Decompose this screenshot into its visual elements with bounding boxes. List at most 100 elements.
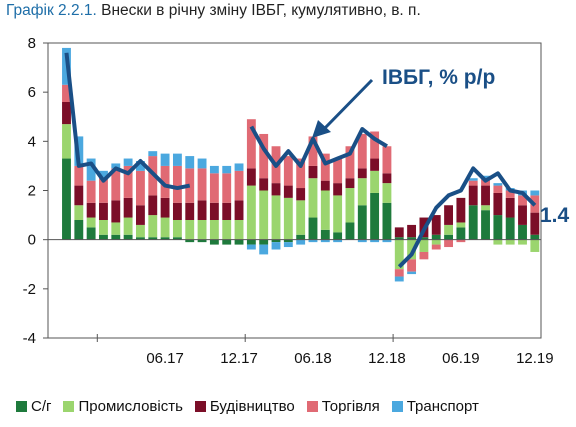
bar-segment — [246, 244, 256, 250]
legend-swatch — [306, 401, 318, 412]
bar-segment — [222, 220, 232, 240]
legend-item: Промисловість — [63, 398, 183, 415]
bar-segment — [518, 239, 527, 245]
chart-title-text: Внески в річну зміну ІВБГ, кумулятивно, … — [101, 2, 421, 19]
bar-segment — [74, 165, 84, 186]
bar-segment — [394, 276, 404, 282]
bar-segment — [444, 239, 453, 248]
y-tick-label: 8 — [28, 35, 36, 52]
legend-label: Торгівля — [321, 398, 380, 415]
bar-segment — [518, 224, 527, 240]
bar-segment — [234, 170, 244, 201]
bar-segment — [222, 165, 232, 174]
bar-segment — [246, 185, 256, 240]
bar-segment — [148, 215, 158, 238]
bar-segment — [481, 210, 490, 240]
legend-item: С/г — [16, 398, 51, 415]
bar-segment — [283, 242, 293, 248]
bar-segment — [407, 259, 417, 272]
bar-segment — [357, 178, 367, 206]
bar-segment — [456, 239, 466, 243]
bar-segment — [160, 217, 170, 238]
bar-segment — [296, 239, 306, 245]
bar-segment — [370, 192, 380, 240]
bar-segment — [271, 195, 281, 240]
bar-segment — [62, 84, 71, 102]
x-tick-label: 12.17 — [220, 350, 258, 367]
bar-segment — [222, 239, 232, 245]
bar-segment — [185, 202, 195, 220]
x-tick-label: 12.18 — [368, 350, 406, 367]
bar-segment — [234, 163, 244, 171]
bar-segment — [394, 239, 404, 270]
x-tick-label: 12.19 — [516, 350, 554, 367]
bar-segment — [320, 229, 330, 240]
bar-segment — [505, 197, 515, 218]
bar-segment — [444, 205, 453, 225]
bar-segment — [172, 220, 182, 238]
bar-segment — [333, 195, 343, 233]
bar-segment — [530, 212, 540, 235]
bar-segment — [530, 239, 540, 252]
bar-segment — [197, 200, 207, 220]
bar-segment — [111, 163, 121, 169]
legend-swatch — [63, 401, 75, 412]
bar-segment — [493, 215, 503, 240]
bar-segment — [99, 178, 108, 203]
chart-number: Графік 2.2.1. — [6, 2, 97, 19]
y-tick-label: 4 — [28, 133, 36, 150]
bar-segment — [74, 185, 84, 206]
bar-segment — [382, 183, 392, 203]
bar-segment — [222, 173, 232, 203]
bar-segment — [333, 239, 343, 243]
x-tick-label: 06.19 — [442, 350, 480, 367]
legend-item: Торгівля — [306, 398, 380, 415]
bar-segment — [296, 234, 306, 240]
bar-segment — [148, 237, 158, 240]
bar-segment — [283, 197, 293, 240]
bar-segment — [136, 205, 145, 225]
bar-segment — [99, 234, 108, 240]
bar-segment — [518, 205, 527, 225]
bar-segment — [431, 215, 441, 235]
bar-segment — [209, 239, 219, 245]
line-end-label: 1.4 — [540, 204, 570, 227]
bar-segment — [234, 220, 244, 240]
bar-segment — [468, 180, 478, 186]
annotation-arrow — [322, 78, 374, 131]
legend-label: Транспорт — [406, 398, 479, 415]
bar-segment — [308, 217, 318, 240]
bar-segment — [407, 224, 417, 238]
bar-segment — [123, 217, 133, 235]
bar-segment — [431, 239, 441, 245]
bar-segment — [518, 195, 527, 206]
bar-segment — [468, 185, 478, 206]
bar-segment — [456, 222, 466, 228]
bar-segment — [431, 244, 441, 250]
x-tick-label: 06.17 — [146, 350, 184, 367]
bar-segment — [123, 158, 133, 166]
bar-segment — [505, 239, 515, 245]
bar-segment — [185, 220, 195, 240]
bar-segment — [493, 192, 503, 216]
bar-segment — [99, 202, 108, 220]
bar-segment — [468, 178, 478, 181]
bar-segment — [62, 102, 71, 125]
bar-segment — [111, 200, 121, 223]
bar-segment — [123, 234, 133, 240]
bar-segment — [197, 220, 207, 240]
bar-segment — [99, 220, 108, 235]
bar-segment — [308, 136, 318, 166]
bar-segment — [86, 227, 96, 240]
bar-segment — [320, 153, 330, 181]
bar-segment — [530, 234, 540, 240]
bar-segment — [123, 165, 133, 198]
bar-segment — [259, 133, 269, 179]
bar-segment — [209, 165, 219, 174]
bar-segment — [456, 227, 466, 240]
bar-segment — [493, 183, 503, 186]
bar-segment — [160, 153, 170, 166]
bar-segment — [394, 227, 404, 238]
bar-segment — [382, 202, 392, 240]
bar-segment — [481, 185, 490, 206]
